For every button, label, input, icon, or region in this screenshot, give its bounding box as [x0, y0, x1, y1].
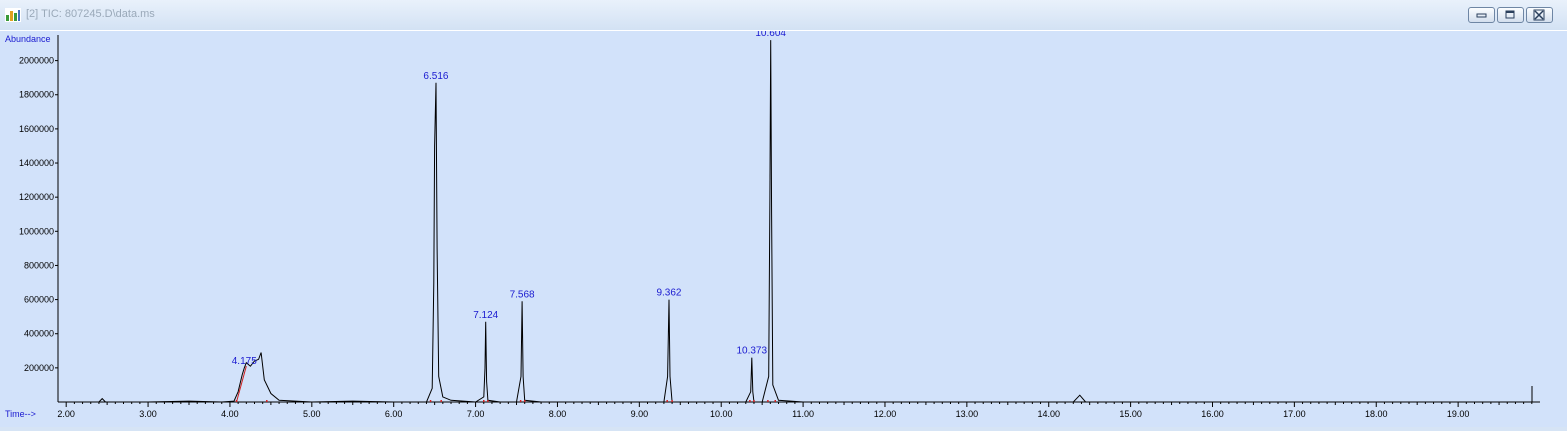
chromatogram-plot-area: Abundance Time--> 200000 400000 600000 800000… [0, 28, 1567, 427]
y-tick-label: 1400000 [19, 158, 54, 168]
y-tick-label: 1800000 [19, 90, 54, 100]
peak-retention-label: 10.604 [755, 31, 786, 39]
close-button[interactable] [1526, 7, 1553, 23]
restore-icon [1505, 10, 1515, 19]
peak-retention-label: 7.568 [510, 289, 535, 300]
y-axis-label: Abundance [5, 34, 51, 44]
tic-trace-line [58, 40, 1540, 403]
y-tick-label: 600000 [24, 295, 54, 305]
x-tick-label: 16.00 [1201, 409, 1224, 419]
x-tick-label: 17.00 [1283, 409, 1306, 419]
x-tick-label: 9.00 [631, 409, 649, 419]
tic-chart: Abundance Time--> 200000 400000 600000 800000… [5, 28, 1540, 419]
x-tick-label: 8.00 [549, 409, 567, 419]
x-tick-label: 4.00 [221, 409, 239, 419]
x-tick-label: 15.00 [1119, 409, 1142, 419]
x-tick-label: 7.00 [467, 409, 485, 419]
x-tick-label: 11.00 [792, 409, 814, 419]
y-tick-label: 1000000 [19, 226, 54, 236]
x-axis-label: Time--> [5, 409, 36, 419]
x-tick-label: 2.00 [57, 409, 75, 419]
peak-retention-label: 9.362 [656, 288, 681, 299]
x-tick-label: 13.00 [956, 409, 979, 419]
y-tick-label: 800000 [24, 260, 54, 270]
x-tick-label: 12.00 [874, 409, 897, 419]
peak-retention-label: 4.175 [232, 356, 257, 367]
x-tick-label: 6.00 [385, 409, 403, 419]
integration-baseline [236, 366, 247, 403]
x-tick-label: 3.00 [139, 409, 157, 419]
close-icon [1533, 9, 1545, 21]
x-tick-label: 19.00 [1447, 409, 1470, 419]
peak-retention-label: 6.516 [423, 71, 448, 82]
minimize-button[interactable] [1468, 7, 1495, 23]
peak-retention-label: 10.373 [736, 346, 767, 357]
y-tick-label: 1200000 [19, 192, 54, 202]
window-title: [2] TIC: 807245.D\data.ms [26, 8, 155, 20]
y-tick-label: 200000 [24, 363, 54, 373]
x-tick-label: 10.00 [710, 409, 733, 419]
restore-button[interactable] [1497, 7, 1524, 23]
x-tick-label: 14.00 [1037, 409, 1060, 419]
minimize-icon [1476, 13, 1487, 18]
x-tick-label: 18.00 [1365, 409, 1388, 419]
title-bar[interactable]: [2] TIC: 807245.D\data.ms [0, 0, 1567, 31]
x-tick-label: 5.00 [303, 409, 321, 419]
y-tick-label: 400000 [24, 329, 54, 339]
peak-retention-label: 7.124 [473, 310, 498, 321]
y-tick-label: 1600000 [19, 124, 54, 134]
y-tick-label: 2000000 [19, 56, 54, 66]
chromatogram-app-icon [5, 8, 21, 22]
